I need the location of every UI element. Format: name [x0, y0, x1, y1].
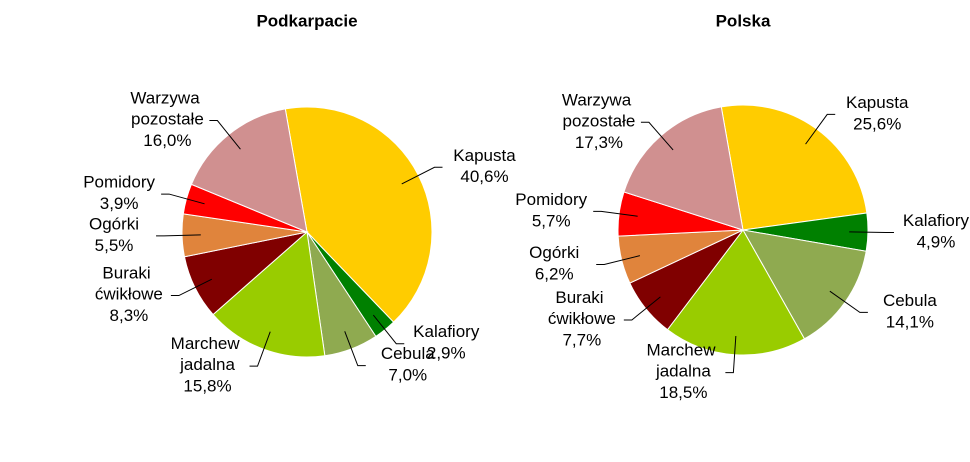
label-line: Warzywa	[562, 91, 636, 110]
slice-label: Kalafiory	[413, 323, 480, 342]
label-line: Pomidory	[83, 173, 155, 192]
slice-label: Pomidory	[83, 173, 155, 192]
label-line: Marchew	[171, 335, 245, 354]
slice-value-label: 16,0%	[143, 131, 191, 150]
leader-line	[372, 314, 405, 345]
slice-value-label: 2,9%	[427, 344, 466, 363]
slice-label: Marchew jadalna	[171, 335, 245, 375]
slice-value-label: 4,9%	[917, 232, 956, 251]
slice-label: Ogórki	[529, 243, 579, 262]
label-line: ćwikłowe	[548, 309, 616, 328]
label-line: Buraki	[555, 288, 608, 307]
label-line: ćwikłowe	[95, 285, 163, 304]
label-line: Warzywa	[130, 89, 204, 108]
slice-label: Kalafiory	[903, 211, 970, 230]
leader-line	[170, 278, 213, 297]
slice-label: Pomidory	[515, 190, 587, 209]
slice-label: Marchew jadalna	[647, 341, 721, 381]
label-line: Cebula	[883, 291, 937, 310]
leader-line	[161, 193, 205, 205]
leader-line	[805, 113, 836, 145]
leader-line	[249, 331, 271, 367]
slice-label: Cebula	[381, 345, 435, 364]
leader-line	[156, 234, 201, 237]
slice-value-label: 17,3%	[575, 133, 623, 152]
slice-label: Buraki ćwikłowe	[548, 288, 616, 328]
label-line: Marchew	[647, 341, 721, 360]
slice-value-label: 7,7%	[562, 330, 601, 349]
leader-line	[344, 331, 366, 367]
label-line: Kalafiory	[413, 323, 480, 342]
chart-title: Polska	[716, 11, 771, 30]
slice-value-label: 3,9%	[100, 194, 139, 213]
leader-line	[596, 255, 641, 265]
pie-slice	[720, 104, 868, 231]
label-line: Buraki	[102, 264, 155, 283]
slice-label: Buraki ćwikłowe	[95, 264, 163, 304]
leader-line	[640, 121, 674, 151]
slice-value-label: 25,6%	[853, 114, 901, 133]
slice-value-label: 18,5%	[659, 383, 707, 402]
leader-line	[849, 231, 894, 233]
label-line: Pomidory	[515, 190, 587, 209]
slice-value-label: 6,2%	[535, 264, 574, 283]
slice-label: Warzywa pozostałe	[562, 91, 636, 131]
leader-line	[829, 290, 868, 313]
label-line: Cebula	[381, 345, 435, 364]
label-line: Kapusta	[453, 146, 516, 165]
leader-line	[401, 166, 443, 185]
label-line: pozostałe	[563, 112, 636, 131]
label-line: Ogórki	[529, 243, 579, 262]
slice-value-label: 14,1%	[886, 312, 934, 331]
label-line: Kapusta	[846, 93, 909, 112]
slice-value-label: 5,7%	[532, 211, 571, 230]
slice-value-label: 8,3%	[110, 306, 149, 325]
slice-value-label: 15,8%	[183, 377, 231, 396]
label-line: Kalafiory	[903, 211, 970, 230]
label-line: jadalna	[179, 356, 235, 375]
slice-value-label: 5,5%	[95, 236, 134, 255]
leader-line	[593, 210, 638, 217]
leader-line	[623, 296, 661, 321]
slice-label: Ogórki	[89, 215, 139, 234]
slice-label: Cebula	[883, 291, 937, 310]
label-line: Ogórki	[89, 215, 139, 234]
slice-value-label: 40,6%	[460, 167, 508, 186]
label-line: jadalna	[655, 362, 711, 381]
slice-label: Warzywa pozostałe	[130, 89, 204, 129]
leader-line	[725, 335, 737, 374]
label-line: pozostałe	[131, 110, 204, 129]
chart-title: Podkarpacie	[256, 11, 357, 30]
slice-label: Kapusta	[846, 93, 909, 112]
slice-label: Kapusta	[453, 146, 516, 165]
leader-line	[209, 120, 241, 150]
slice-value-label: 7,0%	[388, 366, 427, 385]
